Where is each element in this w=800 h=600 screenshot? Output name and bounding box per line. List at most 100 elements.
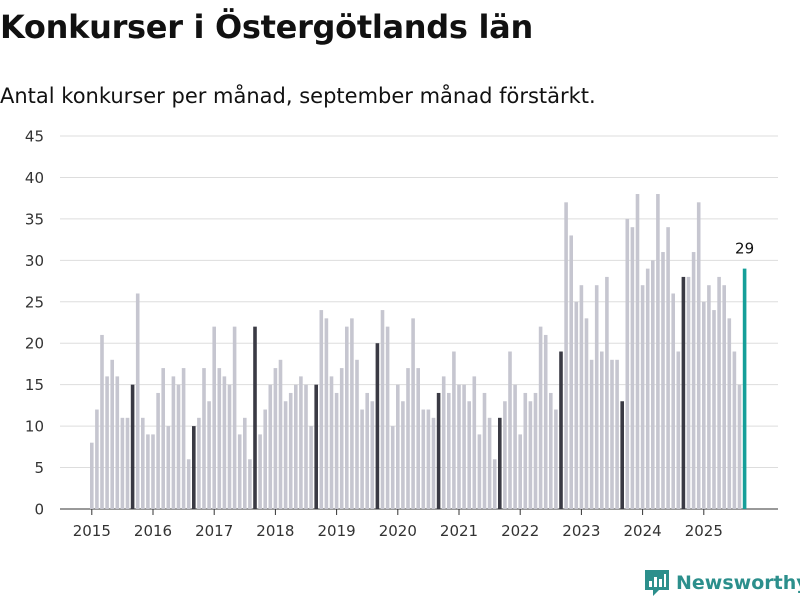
bar xyxy=(248,459,252,509)
bar xyxy=(421,409,426,509)
bar xyxy=(477,434,482,509)
bar xyxy=(503,401,507,509)
bar xyxy=(508,351,512,509)
bar xyxy=(110,359,114,509)
bar xyxy=(283,401,288,509)
september-bar xyxy=(559,351,563,509)
y-tick-label: 20 xyxy=(25,335,44,353)
bar xyxy=(457,384,461,509)
bar xyxy=(691,252,696,510)
bar xyxy=(441,376,446,509)
bar xyxy=(151,434,155,509)
x-tick-label: 2024 xyxy=(624,522,662,540)
bar xyxy=(207,401,211,509)
y-tick-label: 10 xyxy=(25,418,44,436)
bar xyxy=(263,409,267,509)
bar xyxy=(712,310,716,509)
bar xyxy=(702,301,706,509)
bar xyxy=(273,368,278,509)
bar xyxy=(584,318,589,509)
bar xyxy=(600,351,604,509)
y-tick-label: 35 xyxy=(25,210,44,228)
bar xyxy=(141,417,145,509)
september-bar xyxy=(130,384,135,509)
september-bar xyxy=(681,276,686,509)
bar xyxy=(737,384,742,509)
bar xyxy=(304,384,308,509)
bar xyxy=(676,351,681,509)
bar xyxy=(416,368,420,509)
bar xyxy=(722,285,726,509)
brand-name: Newsworthy xyxy=(676,572,800,594)
bar xyxy=(355,359,359,509)
bar xyxy=(513,384,517,509)
bar xyxy=(671,293,675,509)
september-bar xyxy=(498,417,502,509)
bar xyxy=(360,409,364,509)
bar xyxy=(487,417,492,509)
bar xyxy=(564,202,568,510)
bar xyxy=(161,368,165,509)
bar xyxy=(135,293,140,509)
bar xyxy=(579,285,584,509)
bar xyxy=(197,417,201,509)
y-tick-label: 40 xyxy=(25,169,44,187)
bar xyxy=(518,434,522,509)
bar xyxy=(299,376,303,509)
x-tick-label: 2015 xyxy=(73,522,111,540)
bar xyxy=(396,384,400,509)
bar xyxy=(350,318,354,509)
september-bar xyxy=(375,343,380,509)
bar xyxy=(370,401,375,509)
bar xyxy=(115,376,120,509)
y-tick-label: 5 xyxy=(34,459,44,477)
bar xyxy=(625,218,630,509)
bar xyxy=(401,401,405,509)
bar xyxy=(467,401,471,509)
september-bar xyxy=(253,326,257,509)
bar xyxy=(533,392,538,509)
bar xyxy=(176,384,181,509)
bar xyxy=(431,417,436,509)
chart-subtitle: Antal konkurser per månad, september mån… xyxy=(0,84,596,108)
bar xyxy=(554,409,558,509)
bar xyxy=(166,426,171,509)
bar xyxy=(324,318,329,509)
bar xyxy=(472,376,477,509)
bar xyxy=(365,392,369,509)
bar xyxy=(406,368,410,509)
y-tick-label: 45 xyxy=(25,128,44,146)
bar xyxy=(156,392,160,509)
bar xyxy=(640,285,645,509)
newsworthy-logo: Newsworthy xyxy=(644,569,800,597)
bar xyxy=(727,318,732,509)
bar xyxy=(610,359,614,509)
x-tick-label: 2018 xyxy=(256,522,294,540)
bar xyxy=(95,409,99,509)
bar xyxy=(630,227,635,509)
x-tick-label: 2022 xyxy=(501,522,539,540)
bar xyxy=(605,276,609,509)
bar xyxy=(186,459,191,509)
bar xyxy=(523,392,528,509)
bar xyxy=(666,227,670,509)
y-tick-label: 30 xyxy=(25,252,44,270)
bar xyxy=(100,334,104,509)
x-tick-label: 2023 xyxy=(562,522,600,540)
y-tick-label: 0 xyxy=(34,501,44,519)
bar xyxy=(385,326,390,509)
bar xyxy=(569,235,573,509)
september-bar xyxy=(436,392,441,509)
bar xyxy=(732,351,737,509)
bar xyxy=(278,359,283,509)
bar xyxy=(462,384,466,509)
bar xyxy=(528,401,533,509)
bar xyxy=(549,392,553,509)
bar xyxy=(411,318,415,509)
bar xyxy=(309,426,313,509)
bar xyxy=(543,334,548,509)
bar xyxy=(447,392,451,509)
x-tick-label: 2020 xyxy=(379,522,417,540)
bar xyxy=(574,301,579,509)
